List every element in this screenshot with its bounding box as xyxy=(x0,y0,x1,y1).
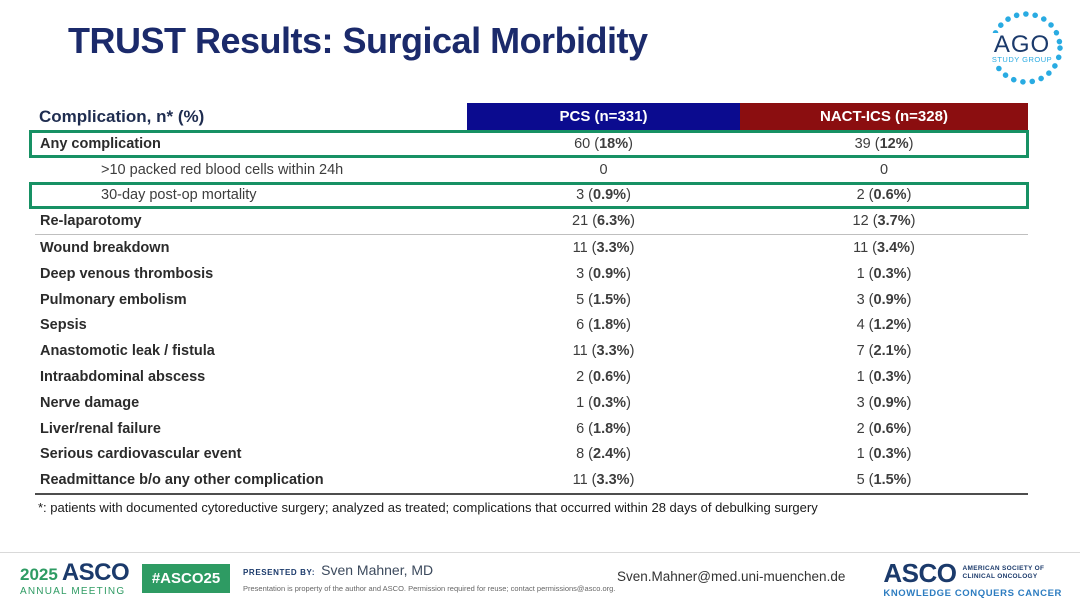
row-label: Anastomotic leak / fistula xyxy=(40,343,215,360)
row-label: Deep venous thrombosis xyxy=(40,265,214,282)
cell-nact: 12 (3.7%) xyxy=(852,213,916,230)
cell-nact: 1 (0.3%) xyxy=(856,369,912,386)
cell-pcs: 60 (18%) xyxy=(574,135,633,152)
cell-pcs: 3 (0.9%) xyxy=(576,187,631,204)
presenter-name: Sven Mahner, MD xyxy=(321,562,434,578)
cell-pcs: 11 (3.3%) xyxy=(572,472,635,489)
table-row: Sepsis 6 (1.8%) 4 (1.2%) xyxy=(35,313,1028,339)
row-label: Sepsis xyxy=(40,317,87,334)
row-label: >10 packed red blood cells within 24h xyxy=(101,161,344,178)
asco-meeting-logo: 2025 ASCO ANNUAL MEETING xyxy=(20,559,130,597)
table-row: Wound breakdown 11 (3.3%) 11 (3.4%) xyxy=(35,235,1028,261)
presented-block: PRESENTED BY: Sven Mahner, MD Presentati… xyxy=(243,562,615,593)
ago-dots-icon xyxy=(989,11,1063,85)
ago-study-group-logo: AGO STUDY GROUP xyxy=(988,11,1063,85)
cell-pcs: 6 (1.8%) xyxy=(576,420,631,437)
row-label: Liver/renal failure xyxy=(40,420,161,437)
cell-pcs: 6 (1.8%) xyxy=(576,317,631,334)
complications-table: Complication, n* (%) PCS (n=331) NACT-IC… xyxy=(29,103,1029,496)
meeting-year: 2025 xyxy=(20,565,58,584)
row-label: Any complication xyxy=(40,135,161,152)
cell-pcs: 5 (1.5%) xyxy=(576,291,631,308)
row-label: 30-day post-op mortality xyxy=(101,187,257,204)
presenter-email[interactable]: Sven.Mahner@med.uni-muenchen.de xyxy=(617,569,846,584)
cell-nact: 2 (0.6%) xyxy=(856,187,912,204)
meeting-subtitle: ANNUAL MEETING xyxy=(20,586,126,597)
cell-pcs: 2 (0.6%) xyxy=(576,369,631,386)
cell-pcs: 11 (3.3%) xyxy=(572,240,635,257)
cell-nact: 2 (0.6%) xyxy=(856,420,912,437)
cell-nact: 5 (1.5%) xyxy=(856,472,912,489)
table-row: Nerve damage 1 (0.3%) 3 (0.9%) xyxy=(35,390,1028,416)
table-row: >10 packed red blood cells within 24h 0 0 xyxy=(35,157,1028,183)
cell-nact: 3 (0.9%) xyxy=(856,291,912,308)
header-complication: Complication, n* (%) xyxy=(39,107,205,126)
cell-nact: 1 (0.3%) xyxy=(856,265,912,282)
table-row: Readmittance b/o any other complication 1… xyxy=(35,467,1028,493)
table-row: Serious cardiovascular event 8 (2.4%) 1 (0… xyxy=(35,442,1028,468)
asco-logo: ASCO AMERICAN SOCIETY OF CLINICAL ONCOLO… xyxy=(883,560,1062,599)
asco-tagline: KNOWLEDGE CONQUERS CANCER xyxy=(883,588,1062,599)
row-label: Serious cardiovascular event xyxy=(40,446,242,463)
table-row: Anastomotic leak / fistula 11 (3.3%) 7 (2.… xyxy=(35,338,1028,364)
row-label: Re-laparotomy xyxy=(40,213,142,230)
meeting-org: ASCO xyxy=(61,559,130,586)
disclaimer: Presentation is property of the author a… xyxy=(243,584,616,593)
cell-nact: 7 (2.1%) xyxy=(856,343,912,360)
ago-logo-subtitle: STUDY GROUP xyxy=(992,55,1052,64)
cell-pcs: 0 xyxy=(599,161,608,178)
hashtag-badge: #ASCO25 xyxy=(142,564,230,593)
row-label: Readmittance b/o any other complication xyxy=(40,472,324,489)
table-body: Any complication 60 (18%) 39 (12%) >10 pack… xyxy=(29,130,1029,496)
cell-pcs: 11 (3.3%) xyxy=(572,343,635,360)
table-row: Pulmonary embolism 5 (1.5%) 3 (0.9%) xyxy=(35,287,1028,313)
cell-pcs: 8 (2.4%) xyxy=(576,446,631,463)
row-label: Nerve damage xyxy=(40,394,140,411)
slide-title: TRUST Results: Surgical Morbidity xyxy=(68,20,648,61)
table-row: Any complication 60 (18%) 39 (12%) xyxy=(29,130,1029,158)
cell-nact: 3 (0.9%) xyxy=(856,394,912,411)
asco-society: AMERICAN SOCIETY OF CLINICAL ONCOLOGY xyxy=(962,564,1045,580)
header-pcs: PCS (n=331) xyxy=(467,103,740,131)
cell-nact: 11 (3.4%) xyxy=(853,240,915,257)
row-label: Pulmonary embolism xyxy=(40,291,187,308)
table-row: Intraabdominal abscess 2 (0.6%) 1 (0.3%) xyxy=(35,364,1028,390)
row-label: Intraabdominal abscess xyxy=(40,369,206,386)
cell-nact: 0 xyxy=(879,161,889,178)
table-header: Complication, n* (%) PCS (n=331) NACT-IC… xyxy=(35,103,1028,131)
presented-by-label: PRESENTED BY: xyxy=(243,568,316,577)
row-label: Wound breakdown xyxy=(40,240,170,257)
asco-logo-text: ASCO xyxy=(883,558,957,588)
cell-nact: 4 (1.2%) xyxy=(856,317,912,334)
cell-nact: 1 (0.3%) xyxy=(856,446,912,463)
header-nact: NACT-ICS (n=328) xyxy=(740,103,1028,131)
ago-logo-text: AGO xyxy=(994,31,1050,58)
table-row: Liver/renal failure 6 (1.8%) 2 (0.6%) xyxy=(35,416,1028,442)
cell-nact: 39 (12%) xyxy=(854,135,914,152)
table-row: 30-day post-op mortality 3 (0.9%) 2 (0.6%) xyxy=(29,181,1029,210)
footer: 2025 ASCO ANNUAL MEETING #ASCO25 PRESENT… xyxy=(0,552,1080,609)
cell-pcs: 1 (0.3%) xyxy=(576,394,631,411)
cell-pcs: 21 (6.3%) xyxy=(572,213,635,230)
table-row: Re-laparotomy 21 (6.3%) 12 (3.7%) xyxy=(35,208,1028,236)
table-row: Deep venous thrombosis 3 (0.9%) 1 (0.3%) xyxy=(35,261,1028,287)
footnote: *: patients with documented cytoreductiv… xyxy=(38,500,818,515)
cell-pcs: 3 (0.9%) xyxy=(576,265,631,282)
